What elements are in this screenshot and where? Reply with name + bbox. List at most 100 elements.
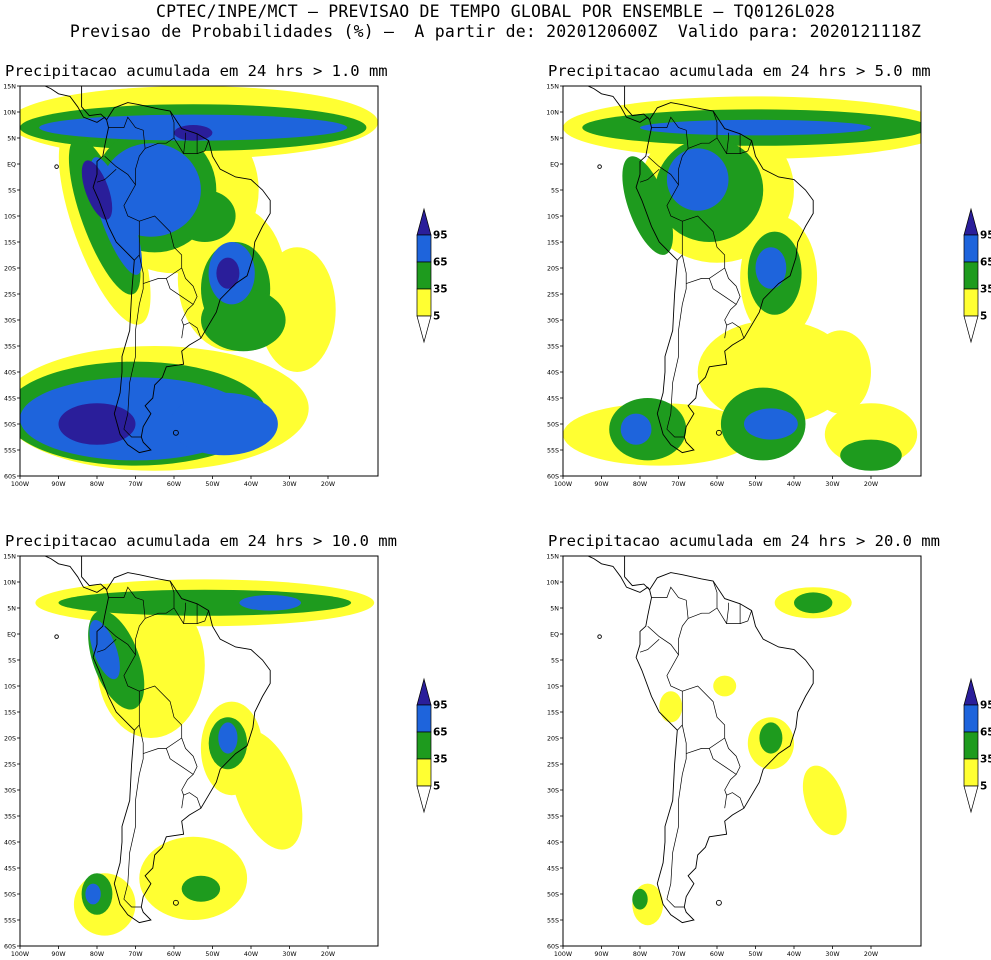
- lon-label: 40W: [244, 481, 259, 488]
- colorbar-segment-high: [963, 234, 979, 263]
- prob-area-mid: [632, 888, 648, 910]
- lat-label: 20S: [4, 736, 16, 743]
- lon-label: 90W: [51, 481, 66, 488]
- lon-label: 60W: [710, 481, 725, 488]
- country-border: [139, 215, 183, 284]
- lon-label: 50W: [205, 951, 220, 958]
- panel-title-5mm: Precipitacao acumulada em 24 hrs > 5.0 m…: [548, 62, 931, 80]
- lon-label: 50W: [205, 481, 220, 488]
- galapagos-islands: [597, 634, 602, 639]
- prob-area-low: [659, 691, 683, 723]
- lat-label: 10S: [547, 684, 559, 691]
- colorbar-label: 65: [980, 257, 991, 269]
- country-border: [716, 137, 752, 154]
- lon-label: 30W: [282, 481, 297, 488]
- colorbar-segment-low: [416, 288, 432, 317]
- lon-label: 60W: [167, 481, 182, 488]
- colorbar-label: 35: [433, 754, 448, 766]
- prob-area-high: [755, 247, 787, 289]
- country-border: [183, 602, 186, 624]
- lat-label: 40S: [547, 840, 559, 847]
- colorbar-segment-high: [963, 704, 979, 733]
- lat-label: 35S: [4, 344, 16, 351]
- country-border: [108, 116, 146, 185]
- colorbar-label: 95: [433, 230, 448, 242]
- map-frame: [19, 85, 379, 477]
- country-border: [108, 586, 146, 655]
- lon-label: 100W: [11, 481, 30, 488]
- panel-title-20mm: Precipitacao acumulada em 24 hrs > 20.0 …: [548, 532, 940, 550]
- lon-label: 100W: [554, 951, 573, 958]
- probability-shading: [20, 86, 378, 471]
- coastlines: [20, 86, 271, 454]
- colorbar-label: 5: [980, 781, 987, 793]
- central-america-coast: [20, 86, 107, 123]
- lat-label: 15S: [4, 240, 16, 247]
- lat-label: EQ: [550, 162, 559, 169]
- colorbar-segment-high: [416, 234, 432, 263]
- country-border: [181, 774, 194, 809]
- lat-label: 50S: [4, 892, 16, 899]
- lon-label: 90W: [51, 951, 66, 958]
- prob-area-mid: [181, 875, 221, 902]
- probability-shading: [35, 579, 375, 936]
- colorbar-segment-low: [416, 758, 432, 787]
- lon-label: 80W: [90, 481, 105, 488]
- lat-label: 5S: [551, 658, 559, 665]
- lon-label: 30W: [282, 951, 297, 958]
- lat-label: 5N: [550, 606, 559, 613]
- prob-area-high: [170, 392, 278, 456]
- colorbar-label: 65: [433, 257, 448, 269]
- prob-area-low: [809, 330, 871, 414]
- country-border: [687, 110, 718, 149]
- colorbar-segment-low: [963, 758, 979, 787]
- country-border: [647, 625, 683, 731]
- lat-label: 20S: [547, 736, 559, 743]
- prob-area-high: [640, 119, 871, 136]
- country-border: [104, 155, 140, 261]
- map-frame: [19, 555, 379, 947]
- falkland-islands: [172, 899, 179, 906]
- lat-label: 45S: [547, 396, 559, 403]
- lon-label: 70W: [671, 481, 686, 488]
- lat-label: 45S: [4, 396, 16, 403]
- lat-label: 20S: [547, 266, 559, 273]
- country-border: [183, 322, 202, 339]
- map-panel-5mm: 15N 10N 5N EQ 5S 10S 15S 20S 25S 30S 35S 40S 45S 50S 5…: [546, 84, 922, 488]
- country-border: [726, 602, 729, 624]
- lat-label: 5S: [8, 188, 16, 195]
- lon-label: 40W: [787, 951, 802, 958]
- lon-label: 30W: [825, 951, 840, 958]
- country-border: [724, 304, 737, 339]
- header-subtitle: Previsao de Probabilidades (%) – A parti…: [69, 22, 922, 41]
- lat-label: 60S: [4, 944, 16, 951]
- lon-label: 20W: [864, 481, 879, 488]
- lon-label: 40W: [244, 951, 259, 958]
- lat-label: 10S: [4, 214, 16, 221]
- lon-label: 70W: [128, 481, 143, 488]
- prob-area-low: [802, 765, 847, 836]
- country-border: [104, 625, 140, 731]
- lat-label: EQ: [7, 632, 16, 639]
- lon-label: 20W: [321, 481, 336, 488]
- lat-label: 25S: [4, 762, 16, 769]
- colorbar-label: 95: [980, 230, 991, 242]
- lat-label: 40S: [547, 370, 559, 377]
- colorbar-segment-low: [963, 288, 979, 317]
- lat-label: 45S: [4, 866, 16, 873]
- lat-label: 45S: [547, 866, 559, 873]
- lon-label: 90W: [594, 951, 609, 958]
- country-border: [682, 685, 726, 754]
- country-border: [708, 267, 741, 305]
- lat-label: 5N: [7, 136, 16, 143]
- colorbar-top-arrow: [963, 677, 979, 706]
- lat-label: 60S: [547, 474, 559, 481]
- colorbar-segment-mid: [416, 731, 432, 760]
- probability-shading: [632, 587, 852, 926]
- lat-label: 10N: [3, 110, 16, 117]
- prob-area-mid: [201, 288, 286, 352]
- colorbar-top-arrow: [963, 207, 979, 236]
- country-border: [687, 580, 718, 619]
- lat-label: EQ: [550, 632, 559, 639]
- lon-label: 100W: [554, 481, 573, 488]
